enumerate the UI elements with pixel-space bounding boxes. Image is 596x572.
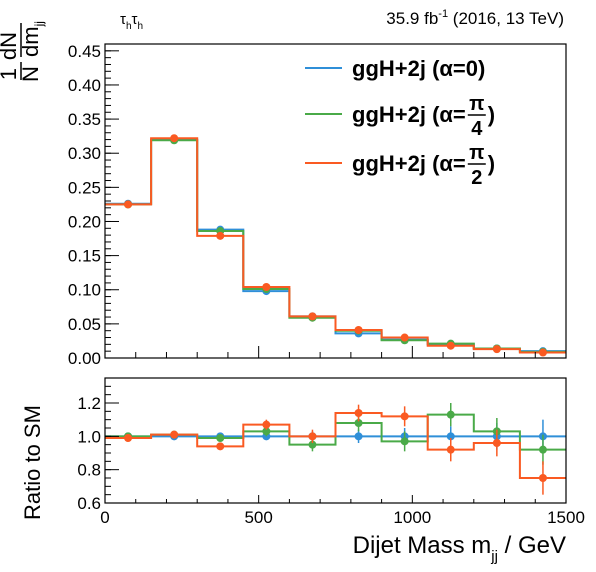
y-ticks: 0.00 0.05 0.10 0.15 0.20 0.25 0.30 0.35 0.40 0.45 (68, 42, 119, 368)
plot-frame (104, 377, 567, 504)
series-2 (105, 134, 566, 357)
y-tick-label: 0.20 (68, 212, 101, 231)
data-point (354, 409, 363, 417)
data-point (354, 419, 363, 427)
y-tick-label: 0.25 (68, 178, 101, 197)
series-2 (105, 404, 566, 495)
y-tick-label: 0.35 (68, 110, 101, 129)
y-tick-label: 0.15 (68, 247, 101, 266)
legend-prefix: ggH+2j (α= (352, 56, 466, 81)
legend-suffix: ) (488, 151, 495, 176)
plot-frame (104, 43, 567, 359)
legend: ggH+2j (α=0)ggH+2j (α= π4)ggH+2j (α= π2) (305, 56, 495, 189)
legend-label: ggH+2j (α= (352, 102, 466, 127)
xlabel: Dijet Mass mjj / GeV (353, 532, 566, 565)
legend-prefix: ggH+2j (α= (352, 102, 466, 127)
data-point (538, 445, 547, 454)
y-tick-label: 0.6 (77, 494, 101, 513)
legend-value: 0) (466, 56, 486, 81)
lower-ylabel: Ratio to SM (20, 405, 45, 520)
data-point (262, 283, 271, 292)
y-tick-label: 0.00 (68, 349, 101, 368)
x-ticks: 0 500 1000 1500 (100, 495, 585, 527)
y-tick-label: 0.10 (68, 281, 101, 300)
data-point (538, 348, 547, 357)
x-tick-label: 500 (244, 508, 272, 527)
y-tick-label: 0.05 (68, 315, 101, 334)
legend-label: ggH+2j (α=0) (352, 56, 485, 81)
x-tick-label: 0 (100, 508, 109, 527)
data-point (492, 439, 501, 447)
data-point (308, 312, 317, 321)
data-point (446, 410, 455, 419)
series-line (105, 412, 566, 479)
lower-plot: 0.6 0.8 1.0 1.2 0 500 1000 1500 (77, 377, 585, 527)
upper-ylabel: 1 N dN dmjj (0, 21, 46, 82)
legend-label: ggH+2j (α= (352, 151, 466, 176)
data-point (216, 442, 225, 451)
data-point (262, 427, 271, 436)
y-tick-label: 0.8 (77, 461, 101, 480)
data-point (216, 231, 225, 240)
y-tick-label: 1.0 (77, 427, 101, 446)
x-tick-label: 1500 (547, 508, 585, 527)
data-point (354, 326, 363, 335)
data-point (124, 200, 133, 209)
data-point (446, 432, 455, 441)
legend-item-0: ggH+2j (α=0) (305, 56, 485, 81)
data-point (354, 432, 363, 441)
legend-fraction-num: π (469, 93, 484, 115)
data-point (400, 437, 409, 446)
data-point (262, 420, 271, 429)
series-line (105, 137, 566, 354)
legend-item-2: ggH+2j (α= π 2) (305, 142, 495, 189)
data-point (400, 412, 409, 421)
legend-fraction-den: 2 (471, 167, 482, 189)
legend-prefix: ggH+2j (α= (352, 151, 466, 176)
data-point (216, 434, 225, 442)
data-point (308, 440, 317, 449)
y-tick-label: 0.30 (68, 144, 101, 163)
data-point (446, 341, 455, 350)
data-point (170, 134, 179, 143)
legend-fraction-den: 4 (471, 118, 483, 140)
channel-label: τhτh (120, 11, 143, 32)
data-point (446, 445, 455, 454)
data-point (538, 474, 547, 482)
y-tick-label: 0.45 (68, 42, 101, 61)
data-point (400, 333, 409, 342)
svg-text:1 N dN dmjj: 1 N dN dmjj (0, 21, 46, 82)
data-point (170, 430, 179, 439)
y-ticks: 0.6 0.8 1.0 1.2 (77, 377, 119, 513)
data-point (308, 432, 317, 441)
y-tick-label: 0.40 (68, 76, 101, 95)
legend-suffix: ) (488, 102, 495, 127)
data-point (124, 434, 133, 442)
legend-fraction-num: π (469, 142, 484, 164)
x-ticks (104, 346, 567, 358)
upper-plot: 0.00 0.05 0.10 0.15 0.20 0.25 0.30 0.35 0.40 0.45 (68, 42, 567, 368)
lumi-label: 35.9 fb-1 (2016, 13 TeV) (386, 8, 564, 28)
legend-item-1: ggH+2j (α= π 4) (305, 93, 495, 140)
data-point (492, 345, 501, 354)
y-tick-label: 1.2 (77, 394, 101, 413)
x-tick-label: 1000 (393, 508, 431, 527)
